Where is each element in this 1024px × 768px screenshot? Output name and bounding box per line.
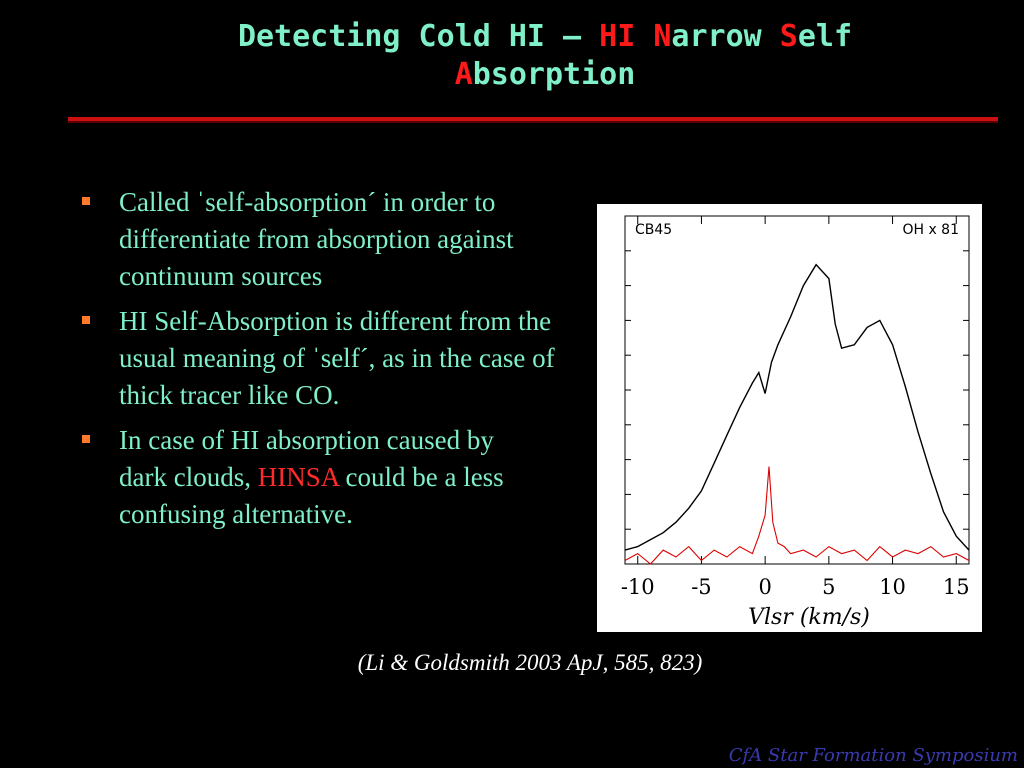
bullet-text: HI Self-Absorption is different from the… <box>119 306 555 410</box>
bullet-marker <box>82 197 90 205</box>
title-divider <box>68 117 998 121</box>
title-arrow: arrow <box>671 19 780 54</box>
x-tick-label: 10 <box>879 575 906 599</box>
title-s: S <box>779 19 798 54</box>
plot-frame <box>624 215 970 565</box>
x-axis-label: Vlsr (km/s) <box>748 605 870 630</box>
x-tick-label: 0 <box>758 575 771 599</box>
x-tick-label: 5 <box>822 575 835 599</box>
bullet-item: HI Self-Absorption is different from the… <box>82 303 562 414</box>
hi-spectrum-line <box>624 263 970 551</box>
bullet-text-end: could be a less confusing alternative. <box>119 462 504 529</box>
x-tick-label: -10 <box>621 575 655 599</box>
title-n: N <box>653 19 672 54</box>
hinsa-highlight: HINSA <box>257 462 339 492</box>
bullet-text: In case of HI absorption caused by <box>119 425 494 455</box>
bullet-marker <box>82 435 90 443</box>
panel-label-right: OH x 81 <box>902 222 959 238</box>
bullet-text-cont: dark clouds, <box>119 462 258 492</box>
slide-title: Detecting Cold HI – HI Narrow Self Absor… <box>60 18 1024 94</box>
citation: (Li & Goldsmith 2003 ApJ, 585, 823) <box>357 650 703 675</box>
spectrum-chart: -10 -5 0 5 10 15 CB45 OH x 81 Vlsr (km/s) <box>621 215 970 630</box>
oh-spectrum-line <box>624 466 970 565</box>
bullet-text: Called ˈself-absorptionˊ in order to dif… <box>119 187 514 291</box>
bullet-list: Called ˈself-absorptionˊ in order to dif… <box>82 184 562 541</box>
title-elf: elf <box>797 19 853 54</box>
title-hi: HI <box>599 19 654 54</box>
title-bsorption: bsorption <box>472 57 636 92</box>
title-a: A <box>454 57 473 92</box>
bullet-item: Called ˈself-absorptionˊ in order to dif… <box>82 184 562 295</box>
footer-text: CfA Star Formation Symposium <box>728 745 1018 766</box>
x-tick-label: -5 <box>691 575 711 599</box>
title-text-1: Detecting Cold HI – <box>237 19 600 54</box>
bullet-item: In case of HI absorption caused by dark … <box>82 422 562 533</box>
bullet-marker <box>82 316 90 324</box>
panel-label-left: CB45 <box>635 222 672 238</box>
x-tick-label: 15 <box>943 575 970 599</box>
spectrum-figure: -10 -5 0 5 10 15 CB45 OH x 81 Vlsr (km/s) <box>597 204 982 632</box>
